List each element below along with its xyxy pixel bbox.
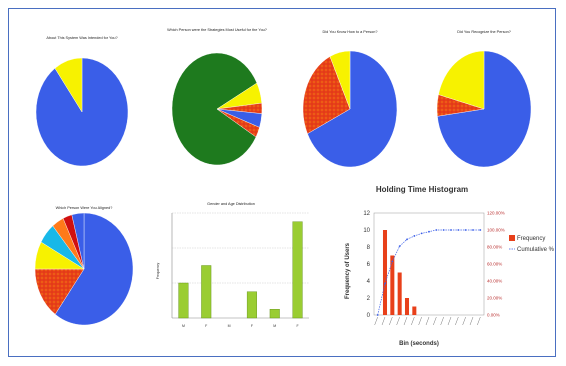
histogram-x-tick-8 [425,316,430,326]
histogram-x-tick-2 [381,316,386,326]
histogram-y2-tick-6: 100.00% [487,228,505,233]
histogram-y-label: Frequency of Users [345,242,351,299]
pie-chart-4: Did You Recognize the Person? [436,30,532,168]
bar-2 [201,265,212,319]
histogram-y-tick-1: 0 [367,313,371,319]
bar-1 [178,282,189,319]
histogram-y-tick-2: 2 [367,296,371,302]
bar-category-label-5: M [273,324,276,328]
histogram-bar-4 [397,272,402,315]
charts-canvas: About This System Was Intended for You? … [34,28,555,347]
histogram-x-tick-15 [477,316,481,326]
pie-2-slice-5 [216,108,260,138]
histogram-y2-tick-4: 60.00% [487,262,502,267]
pie-chart-1: About This System Was Intended for You? [35,36,129,167]
pie-2-title: Which Person were the Strategies Most Us… [167,28,267,32]
histogram-plot-frame [373,212,485,316]
pie-4-title: Did You Recognize the Person? [457,30,511,34]
histogram-x-tick-10 [440,316,444,326]
histogram-bar-3 [390,255,395,315]
histogram-x-tick-14 [469,316,474,326]
histogram-x-tick-3 [389,316,393,326]
pie-2-slice-1 [171,52,258,166]
bar-category-label-1: M [182,324,185,328]
histogram-legend-frequency-label: Frequency [517,236,545,242]
histogram-bar-6 [412,306,417,315]
bar-category-label-3: M [228,324,231,328]
histogram-y-tick-3: 4 [367,279,371,285]
bar-chart-title: Gender and Age Distribution [207,202,255,206]
bar-category-label-6: F [297,324,299,328]
histogram-y-tick-4: 6 [367,262,371,268]
pie-chart-2: Which Person were the Strategies Most Us… [167,28,267,166]
histogram-y2-tick-5: 80.00% [487,245,502,250]
pie-4-slice-3 [438,50,485,110]
histogram-x-tick-6 [411,316,415,326]
bar-6 [292,221,303,319]
bar-chart: Gender and Age Distribution Frequency M F… [156,202,309,328]
pie-3-slice-3 [329,50,351,110]
pie-5-title: Which Person Were You Aligned? [56,206,113,210]
histogram-y2-tick-7: 120.00% [487,211,505,216]
bar-4 [246,291,257,319]
histogram-bar-5 [404,298,410,315]
bar-chart-y-label: Frequency [156,262,160,279]
histogram-x-tick-5 [403,316,408,326]
pie-chart-5: Which Person Were You Aligned? [34,206,134,326]
pie-3-slice-1 [307,50,398,168]
histogram-y-tick-6: 10 [363,228,370,234]
bar-category-label-4: F [251,324,253,328]
histogram-x-tick-4 [396,316,400,326]
histogram-cumulative-line [377,229,481,316]
histogram-x-tick-13 [462,316,466,326]
pie-chart-3: Did You Know How to a Person? [302,30,398,168]
histogram-y2-tick-2: 20.00% [487,296,502,301]
histogram-x-label: Bin (seconds) [399,341,439,347]
pie-5-slice-7 [71,212,85,270]
pie-5-slice-1 [54,212,134,326]
histogram-x-tick-7 [418,316,422,326]
histogram-y-tick-7: 12 [363,211,370,217]
histogram-x-tick-1 [374,316,378,326]
histogram-x-tick-11 [447,316,452,326]
pie-3-slice-2 [302,56,351,134]
histogram-title: Holding Time Histogram [376,185,468,194]
bar-category-label-2: F [205,324,207,328]
histogram-y2-tick-3: 40.00% [487,279,502,284]
histogram-cumulative-point-15 [479,229,482,231]
histogram-bar-2 [382,230,388,315]
histogram-y-tick-5: 8 [367,245,371,251]
histogram-chart: Holding Time Histogram Frequency of User… [345,185,555,347]
histogram-legend-cumulative-label: Cumulative % [517,247,555,253]
dashboard-board: About This System Was Intended for You? … [8,8,556,357]
histogram-legend-frequency-swatch [509,235,515,241]
pie-5-slice-2 [34,268,85,315]
histogram-x-tick-9 [433,316,437,326]
pie-3-title: Did You Know How to a Person? [323,30,378,34]
pie-1-slice-2 [54,57,83,113]
histogram-y2-tick-1: 0.00% [487,313,500,318]
pie-1-title: About This System Was Intended for You? [46,36,117,40]
bar-5 [269,309,280,319]
histogram-x-tick-12 [455,316,459,326]
